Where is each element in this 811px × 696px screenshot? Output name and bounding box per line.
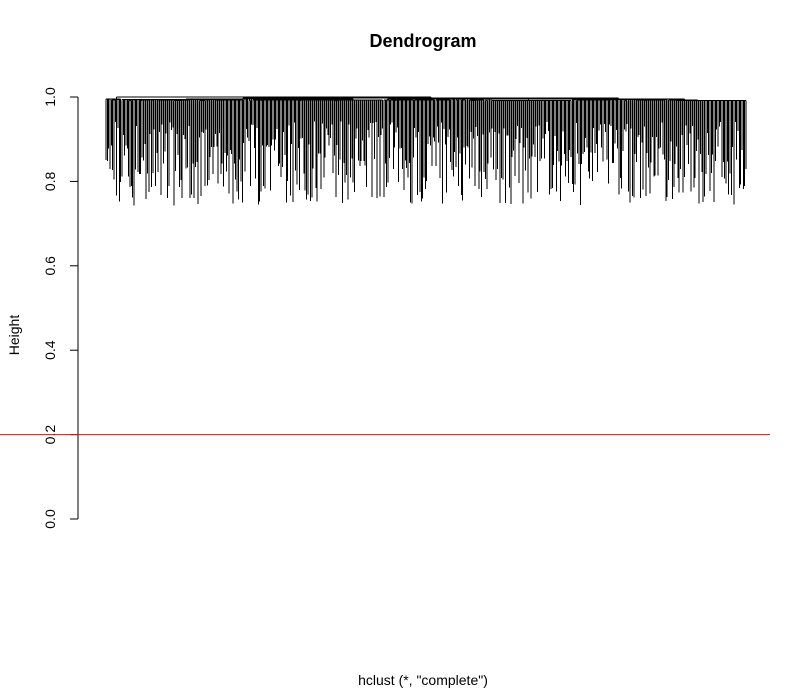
y-axis-label: Height [6, 315, 22, 356]
dendrogram-branches [105, 96, 747, 206]
chart-title: Dendrogram [369, 31, 476, 51]
y-tick-label: 0.0 [42, 509, 58, 529]
y-tick-label: 0.8 [42, 171, 58, 191]
y-tick-label: 0.4 [42, 340, 58, 360]
y-axis: 0.00.20.40.60.81.0 [42, 87, 79, 529]
y-tick-label: 1.0 [42, 87, 58, 107]
x-axis-sublabel: hclust (*, "complete") [358, 672, 488, 688]
dendrogram-branch-path [105, 96, 747, 206]
y-tick-label: 0.6 [42, 256, 58, 276]
